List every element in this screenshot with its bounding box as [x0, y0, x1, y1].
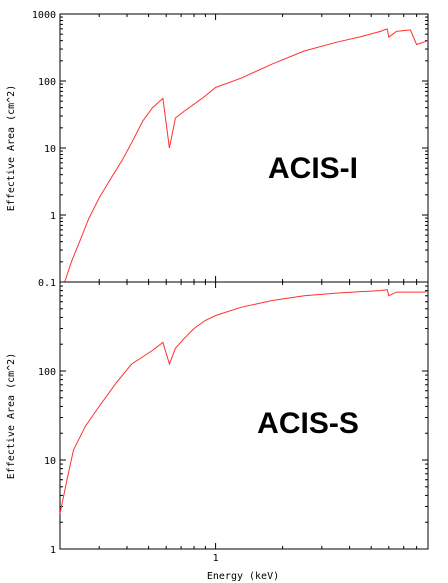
x-tick-label: 1	[213, 553, 219, 564]
acis-i-effective-area-line	[64, 28, 429, 283]
y-tick-label: 0.1	[38, 278, 56, 289]
y-tick-label: 1000	[32, 10, 56, 21]
acis-s-y-axis-title: Effective Area (cm^2)	[6, 353, 17, 479]
acis-i-x-ticks	[98, 14, 418, 282]
y-tick-label: 10	[44, 144, 56, 155]
y-tick-label: 100	[38, 77, 56, 88]
acis-i-y-ticks: 0.1 1 10 100 1000	[32, 10, 428, 289]
y-tick-label: 100	[38, 367, 56, 378]
acis-i-plot-frame	[59, 13, 429, 283]
x-axis-title: Energy (keV)	[207, 571, 279, 582]
acis-s-y-ticks: 1 10 100	[38, 285, 428, 556]
acis-s-x-ticks: 1	[98, 282, 418, 564]
acis-s-panel: 1 10 100 1 ACIS-S Effective Area (cm^2)	[6, 281, 429, 564]
y-tick-label: 1	[50, 545, 56, 556]
acis-s-panel-label: ACIS-S	[257, 407, 359, 440]
acis-s-plot-frame	[59, 281, 429, 550]
acis-i-panel-label: ACIS-I	[268, 152, 358, 185]
acis-i-panel: 0.1 1 10 100 1000 ACIS-I Effective Area (cm^…	[6, 10, 429, 289]
y-tick-label: 10	[44, 456, 56, 467]
y-tick-label: 1	[50, 211, 56, 222]
acis-s-effective-area-line	[59, 289, 429, 514]
acis-i-y-axis-title: Effective Area (cm^2)	[6, 85, 17, 211]
